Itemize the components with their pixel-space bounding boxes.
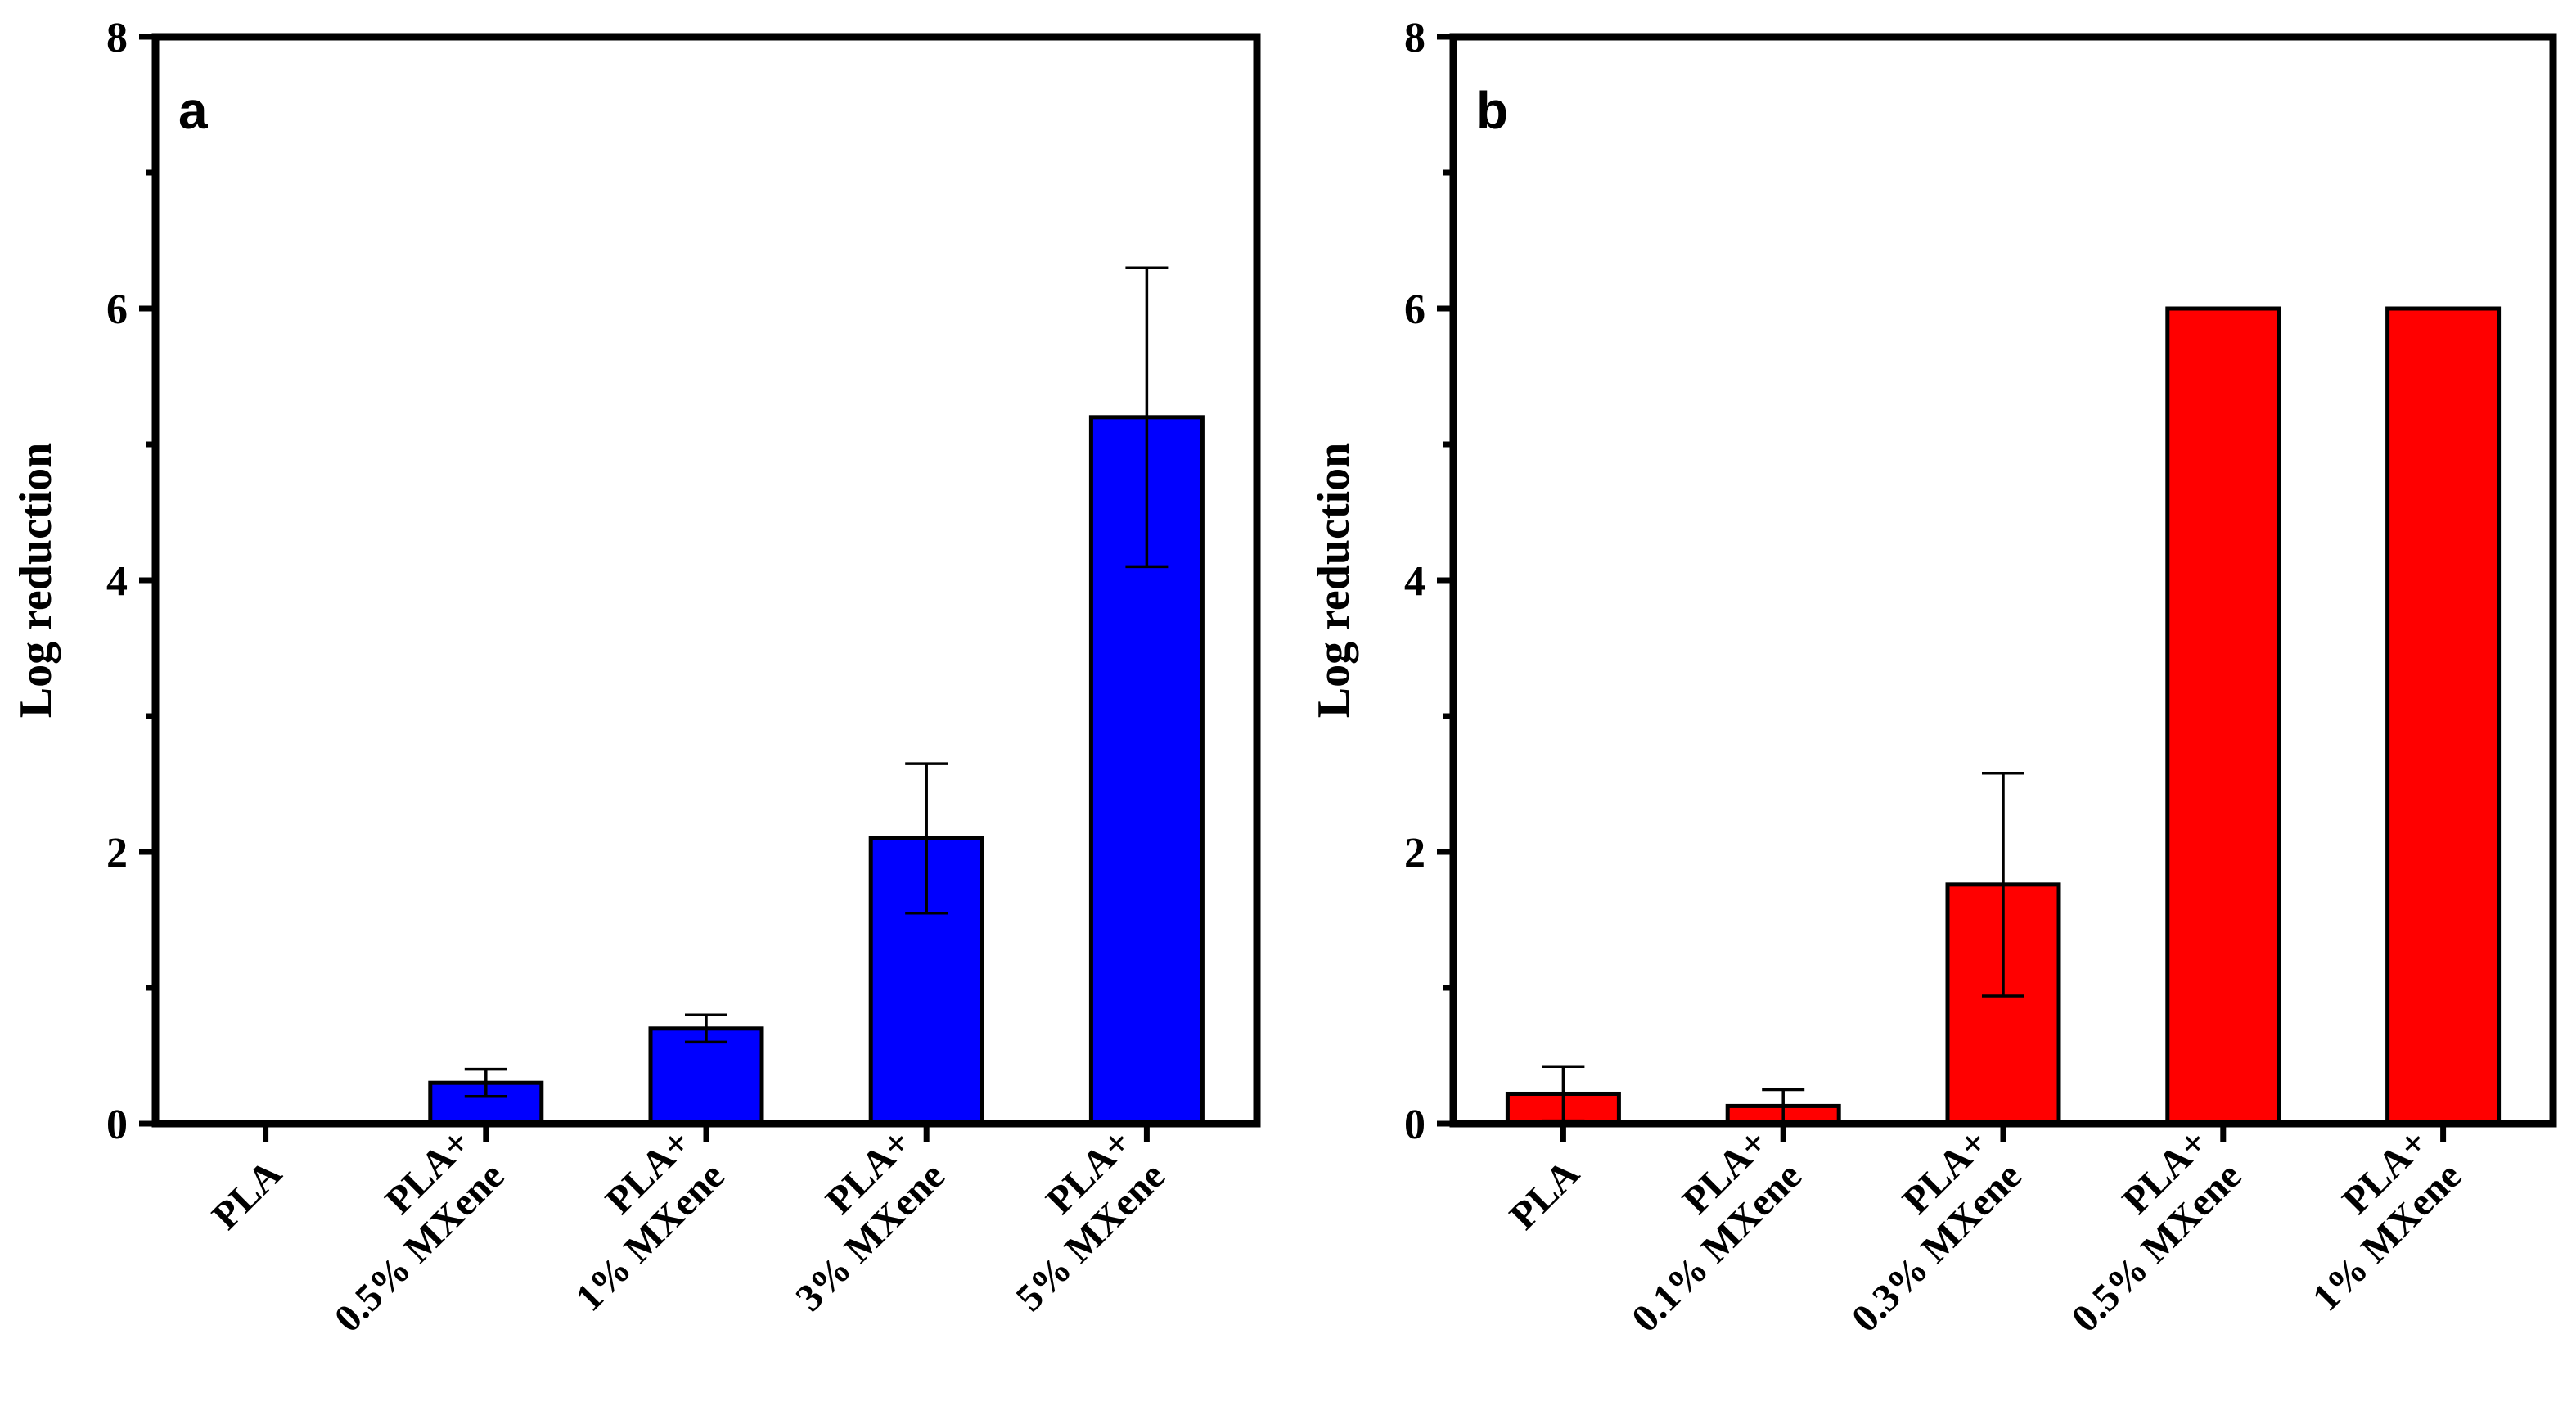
y-tick-label: 8	[1404, 15, 1425, 61]
x-tick-label: PLA+3% MXene	[754, 1120, 952, 1319]
y-tick-label: 2	[106, 830, 128, 876]
x-tick-label-line: PLA	[1502, 1151, 1588, 1238]
y-tick-label: 4	[106, 558, 128, 605]
y-tick-label: 2	[1404, 830, 1425, 876]
x-tick-label: PLA	[1502, 1151, 1588, 1238]
x-tick-label: PLA+0.5% MXene	[293, 1120, 513, 1341]
panel-label: b	[1476, 81, 1508, 140]
panel-a: 0 2 4 6 8 PLA PLA+0.5% MXene PLA+1% MXene PLA+3%…	[11, 15, 1261, 1341]
y-axis-title: Log reduction	[11, 443, 61, 719]
x-tick-label: PLA+0.1% MXene	[1590, 1120, 1810, 1341]
x-tick-label-line: PLA	[204, 1151, 290, 1238]
y-axis-title: Log reduction	[1308, 443, 1359, 719]
y-tick-label: 4	[1404, 558, 1425, 605]
panel-label: a	[178, 81, 208, 140]
x-tick-label: PLA+1% MXene	[534, 1120, 732, 1319]
x-tick-label: PLA+1% MXene	[2271, 1120, 2470, 1319]
x-tick-label: PLA	[204, 1151, 290, 1238]
x-tick-label: PLA+0.5% MXene	[2030, 1120, 2250, 1341]
bar	[2165, 306, 2281, 1126]
y-tick-label: 6	[1404, 286, 1425, 333]
y-tick-label: 0	[1404, 1102, 1425, 1148]
y-tick-label: 6	[106, 286, 128, 333]
y-tick-label: 0	[106, 1102, 128, 1148]
x-tick-label: PLA+5% MXene	[975, 1120, 1173, 1319]
bar	[2385, 306, 2502, 1126]
x-tick-label: PLA+0.3% MXene	[1810, 1120, 2030, 1341]
y-tick-label: 8	[106, 15, 128, 61]
